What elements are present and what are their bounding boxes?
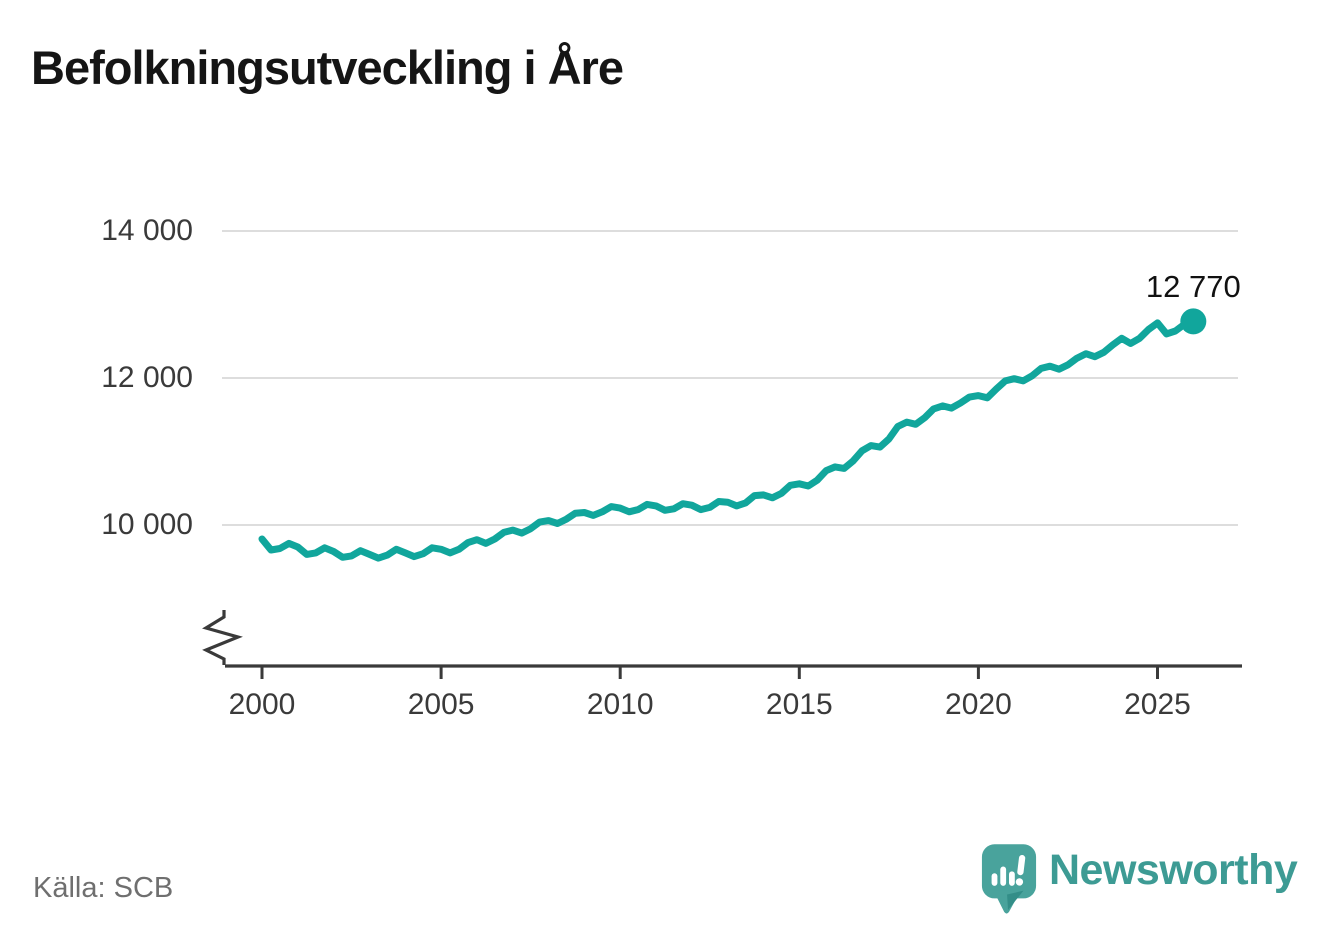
population-line [258, 317, 1197, 562]
newsworthy-wordmark: Newsworthy [1049, 846, 1298, 894]
y-axis-label-14000: 14 000 [101, 214, 193, 247]
end-value-label: 12 770 [1145, 269, 1241, 305]
x-axis-label-2015: 2015 [765, 688, 833, 721]
y-axis-label-10000: 10 000 [101, 508, 193, 541]
x-axis-label-2000: 2000 [228, 688, 296, 721]
source-note: Källa: SCB [33, 872, 174, 904]
y-axis-label-12000: 12 000 [101, 361, 193, 394]
y-axis-break-icon [202, 610, 243, 665]
x-axis-label-2020: 2020 [945, 688, 1012, 721]
chart-title: Befolkningsutveckling i Åre [31, 41, 624, 94]
end-point-dot [1180, 308, 1207, 335]
x-axis-label-2025: 2025 [1124, 688, 1191, 721]
x-axis-label-2005: 2005 [407, 688, 475, 721]
x-axis-label-2010: 2010 [586, 688, 654, 721]
newsworthy-logo-icon [981, 844, 1037, 914]
x-axis-ticks [260, 666, 1159, 679]
newsworthy-logo: Newsworthy [980, 842, 1298, 920]
gridlines [222, 230, 1238, 526]
